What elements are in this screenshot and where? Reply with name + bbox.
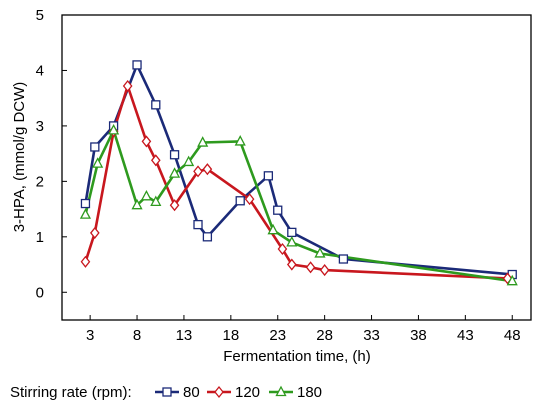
legend-label: 180 <box>297 384 322 401</box>
data-point <box>151 100 161 110</box>
data-point <box>277 242 288 256</box>
y-tick-label: 1 <box>36 229 44 246</box>
x-tick-label: 48 <box>504 327 521 344</box>
legend-title: Stirring rate (rpm): <box>10 384 132 401</box>
data-point <box>131 198 143 210</box>
data-point <box>90 142 100 152</box>
y-tick-label: 3 <box>36 118 44 135</box>
data-point <box>150 154 161 167</box>
data-point <box>79 208 92 219</box>
legend-label: 80 <box>183 384 200 401</box>
data-point <box>80 255 91 268</box>
data-point <box>286 258 297 271</box>
data-point <box>92 157 104 168</box>
y-axis-label: 3-HPA, (mmol/g DCW) <box>11 82 28 233</box>
legend-entry-120: 120 <box>207 384 260 401</box>
data-point <box>273 205 283 215</box>
data-point <box>197 136 209 147</box>
data-point <box>108 123 120 135</box>
data-point <box>89 226 100 239</box>
x-tick-label: 28 <box>316 327 333 344</box>
data-point <box>506 274 518 286</box>
legend-marker <box>162 387 172 397</box>
legend-marker <box>275 385 287 397</box>
data-point <box>314 247 326 258</box>
data-point <box>122 79 133 93</box>
data-point <box>263 171 274 181</box>
data-point <box>287 227 297 238</box>
legend-marker <box>214 385 224 399</box>
data-point <box>168 167 181 178</box>
data-point <box>267 223 279 235</box>
data-point <box>286 235 298 247</box>
data-point <box>234 135 246 146</box>
legend: 80 120 180 <box>155 384 322 401</box>
data-point <box>183 155 195 167</box>
x-tick-label: 18 <box>222 327 239 344</box>
data-point <box>319 264 330 277</box>
data-point <box>141 135 152 148</box>
x-tick-label: 3 <box>86 327 94 344</box>
data-point <box>235 196 245 206</box>
series-line-180 <box>84 129 513 283</box>
series-line-120 <box>84 84 508 280</box>
y-axis: 0 1 2 3 4 5 <box>36 7 67 301</box>
legend-entry-80: 80 <box>155 384 200 401</box>
legend-entry-180: 180 <box>269 384 322 401</box>
data-point <box>140 189 152 201</box>
y-tick-label: 2 <box>36 173 44 190</box>
data-point <box>338 254 349 264</box>
legend-label: 120 <box>235 384 260 401</box>
data-point <box>305 261 316 274</box>
data-point <box>202 232 213 242</box>
x-tick-label: 8 <box>133 327 141 344</box>
series-lines <box>84 63 513 283</box>
data-point <box>169 150 180 160</box>
series-markers-80 <box>80 60 517 280</box>
x-axis: 3 8 13 18 23 28 33 38 43 48 <box>86 315 521 344</box>
data-point <box>80 198 91 209</box>
data-point <box>193 219 203 230</box>
data-point <box>169 199 180 212</box>
y-tick-label: 4 <box>36 62 44 79</box>
x-tick-label: 23 <box>269 327 286 344</box>
data-point <box>193 165 203 178</box>
data-point <box>150 195 162 207</box>
series-markers-180 <box>79 123 518 286</box>
x-tick-label: 38 <box>410 327 427 344</box>
data-point <box>202 163 213 176</box>
series-markers <box>79 60 518 286</box>
data-point <box>132 60 142 70</box>
series-markers-120 <box>80 79 513 285</box>
x-tick-label: 43 <box>457 327 474 344</box>
x-tick-label: 13 <box>176 327 193 344</box>
x-axis-label: Fermentation time, (h) <box>223 348 371 365</box>
series-line-80 <box>84 63 513 276</box>
y-tick-label: 0 <box>36 284 44 301</box>
plot-frame <box>61 14 532 321</box>
x-tick-label: 33 <box>363 327 380 344</box>
y-tick-label: 5 <box>36 7 44 24</box>
data-point <box>244 193 255 206</box>
